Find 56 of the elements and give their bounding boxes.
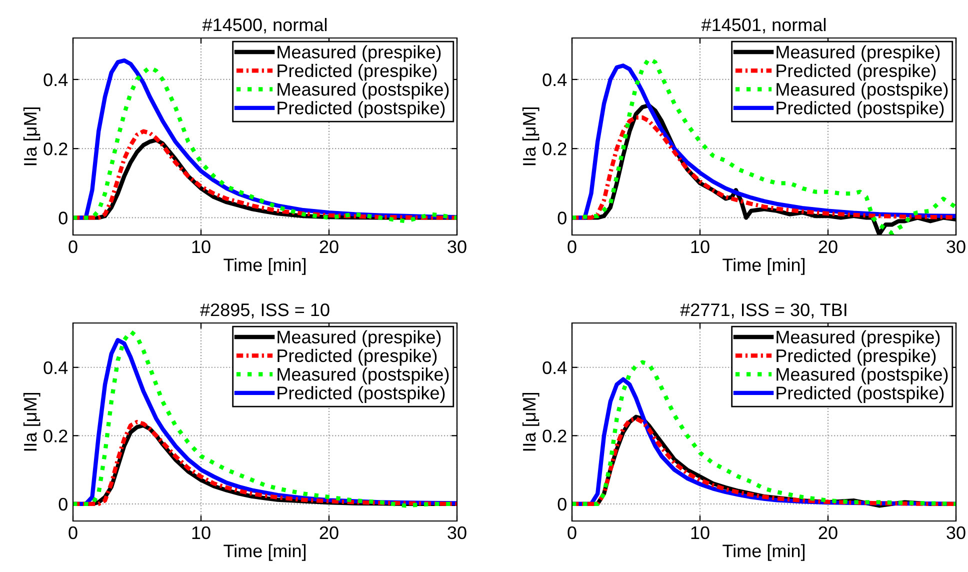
x-tick-label: 30 (946, 526, 966, 540)
legend-label: Measured (postspike) (278, 82, 449, 100)
y-tick-label: 0 (558, 498, 566, 511)
x-tick-label: 30 (946, 240, 966, 254)
legend-label: Measured (prespike) (776, 330, 940, 348)
x-tick-label: 0 (68, 526, 78, 540)
legend-label: Predicted (prespike) (776, 348, 936, 366)
legend-label: Measured (postspike) (278, 367, 449, 384)
x-tick-label: 20 (818, 526, 838, 540)
y-axis-title: IIa [μM] (522, 393, 540, 451)
x-axis-title: Time [min] (722, 258, 805, 275)
legend-label: Measured (prespike) (278, 45, 441, 62)
x-tick-label: 10 (192, 240, 210, 254)
x-tick-label: 10 (691, 526, 710, 540)
x-tick-label: 10 (691, 240, 710, 254)
y-tick-label: 0.4 (44, 73, 68, 86)
x-axis-title: Time [min] (722, 544, 805, 561)
x-axis-title: Time [min] (224, 544, 306, 561)
legend-label: Predicted (prespike) (278, 348, 437, 366)
legend-label: Predicted (prespike) (278, 64, 437, 81)
y-tick-label: 0.2 (44, 142, 68, 156)
x-tick-label: 20 (320, 526, 338, 540)
x-tick-label: 0 (568, 240, 576, 254)
y-tick-label: 0.2 (542, 430, 566, 442)
x-tick-label: 20 (818, 240, 838, 254)
legend-label: Predicted (postspike) (776, 101, 944, 118)
x-axis-title: Time [min] (224, 258, 306, 275)
x-tick-label: 30 (448, 240, 466, 254)
y-tick-label: 0 (558, 212, 566, 224)
y-tick-label: 0.4 (542, 73, 567, 86)
x-tick-label: 0 (568, 526, 576, 540)
legend-label: Predicted (postspike) (278, 101, 445, 118)
x-tick-label: 30 (448, 526, 466, 540)
y-axis-title: IIa [μM] (23, 393, 40, 451)
y-axis-title: IIa [μM] (23, 108, 40, 166)
chart-title: #14500, normal (202, 18, 327, 34)
chart-title: #2895, ISS = 10 (200, 303, 330, 318)
legend-label: Measured (postspike) (776, 367, 948, 384)
legend-label: Predicted (postspike) (278, 386, 445, 403)
y-tick-label: 0.4 (44, 361, 68, 374)
legend-label: Predicted (postspike) (776, 386, 944, 403)
y-tick-label: 0 (58, 498, 68, 511)
y-tick-label: 0 (58, 212, 68, 224)
legend-label: Predicted (prespike) (776, 64, 936, 81)
legend-label: Measured (prespike) (776, 45, 940, 62)
y-axis-title: IIa [μM] (522, 108, 540, 166)
x-tick-label: 10 (192, 526, 210, 540)
y-tick-label: 0.4 (542, 361, 567, 374)
y-tick-label: 0.2 (542, 142, 566, 156)
legend-label: Measured (postspike) (776, 82, 948, 100)
chart-title: #14501, normal (701, 18, 826, 34)
y-tick-label: 0.2 (44, 430, 68, 442)
chart-title: #2771, ISS = 30, TBI (680, 303, 846, 318)
legend-label: Measured (prespike) (278, 330, 441, 348)
x-tick-label: 20 (320, 240, 338, 254)
x-tick-label: 0 (68, 240, 78, 254)
